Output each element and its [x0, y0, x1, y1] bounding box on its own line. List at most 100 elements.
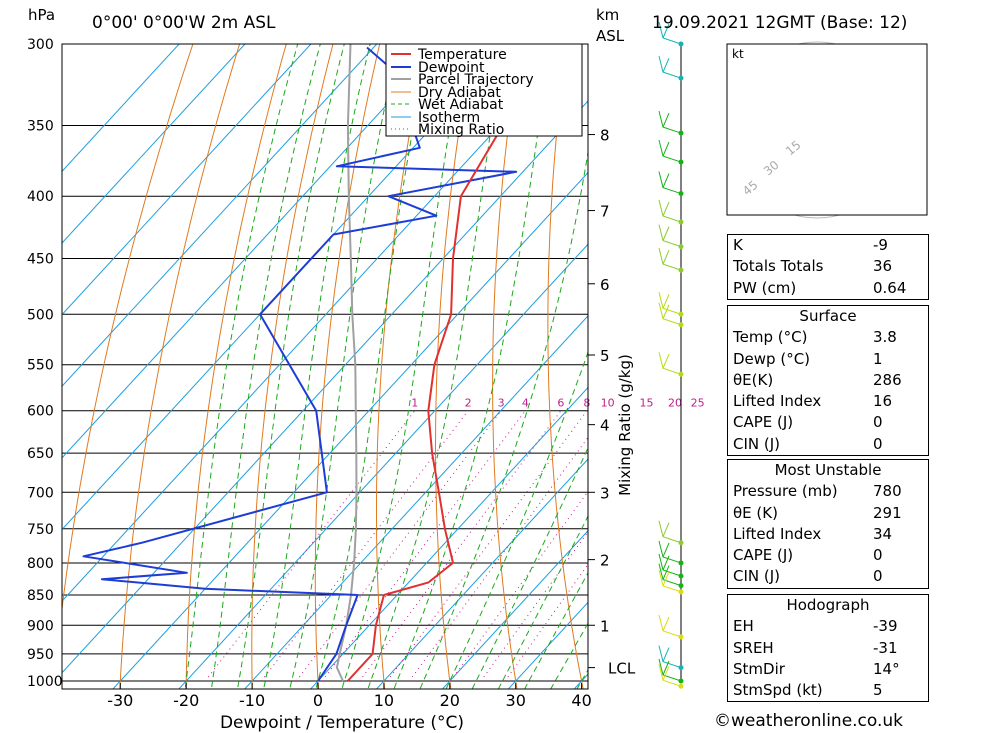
- pressure-label-900: 900: [27, 618, 54, 634]
- hodo-row-sreh: SREH -31: [728, 638, 928, 659]
- wet-adiabat--16: [210, 44, 321, 689]
- wind-barb-14: [658, 563, 682, 587]
- sreh-value: -31: [873, 638, 898, 657]
- eh-value: -39: [873, 617, 898, 636]
- hodo-row-stmdir: StmDir 14°: [728, 659, 928, 680]
- mixing-ratio-line-2: [261, 410, 469, 682]
- mu-row-li: Lifted Index 34: [728, 524, 928, 545]
- x-tick-label-0: 0: [313, 691, 323, 710]
- mixing-ratio-label-4: 4: [522, 397, 529, 410]
- dry-adiabat-130: [984, 8, 1000, 707]
- pressure-label-450: 450: [27, 252, 54, 268]
- wet-adiabat-8: [367, 44, 506, 689]
- hpa-unit-label: hPa: [28, 6, 55, 24]
- wind-barb-0: [658, 21, 682, 45]
- wet-adiabat--8: [263, 44, 371, 689]
- surface-thetae-value: 286: [873, 370, 902, 389]
- mixing-ratio-label-2: 2: [465, 397, 472, 410]
- x-tick-label--20: -20: [173, 691, 199, 710]
- stmdir-value: 14°: [873, 659, 900, 678]
- wind-barb-18: [658, 658, 682, 682]
- wind-barb-8: [658, 292, 682, 315]
- mixing-ratio-line-10: [408, 436, 588, 682]
- stmspd-value: 5: [873, 681, 883, 700]
- km-label-1: 1: [600, 617, 610, 635]
- isotherm--110: [62, 44, 180, 173]
- dry-adiabat-10: [376, 44, 427, 689]
- surface-cape-label: CAPE (J): [733, 413, 794, 432]
- parcel-trajectory-line: [335, 44, 358, 682]
- pressure-label-400: 400: [27, 189, 54, 205]
- wind-barb-7: [658, 248, 682, 271]
- isotherm--20: [178, 243, 588, 689]
- wet-adiabat-20: [445, 350, 588, 689]
- wind-barb-9: [658, 302, 682, 326]
- isotherm--80: [62, 44, 378, 387]
- k-index-label: K: [733, 236, 743, 254]
- isotherm--70: [62, 44, 444, 459]
- mixing-ratio-line-6: [359, 410, 562, 682]
- surface-row-li: Lifted Index 16: [728, 391, 928, 412]
- pressure-label-800: 800: [27, 556, 54, 572]
- legend-isotherm: Isotherm: [418, 110, 480, 126]
- isotherm--90: [62, 44, 312, 316]
- mu-li-label: Lifted Index: [733, 524, 822, 543]
- surface-temp-value: 3.8: [873, 328, 897, 347]
- x-tick-label-30: 30: [506, 691, 526, 710]
- surface-temp-label: Temp (°C): [733, 328, 808, 347]
- surface-row-thetae: θE(K) 286: [728, 370, 928, 391]
- k-index-value: -9: [873, 236, 888, 254]
- km-unit-label: km: [596, 6, 619, 24]
- mixing-ratio-line-3: [295, 410, 502, 682]
- dry-adiabat-40: [547, 44, 584, 689]
- mixing-ratio-line-1: [204, 410, 416, 682]
- wet-adiabat--12: [237, 44, 345, 689]
- legend-parcel: Parcel Trajectory: [418, 72, 534, 88]
- most-unstable-title: Most Unstable: [774, 461, 882, 479]
- most-unstable-table: Most Unstable Pressure (mb) 780 θE (K) 291…: [727, 459, 929, 589]
- wind-barb-12: [658, 540, 682, 564]
- footer-credit: ©weatheronline.co.uk: [714, 711, 904, 731]
- km-label-7: 7: [600, 203, 610, 221]
- wind-barb-1: [658, 56, 682, 79]
- km-label-2: 2: [600, 552, 610, 570]
- mixing-ratio-label-8: 8: [583, 397, 590, 410]
- wind-barb-4: [658, 171, 682, 195]
- wind-barb-15: [658, 569, 682, 593]
- surface-row-temp: Temp (°C) 3.8: [728, 327, 928, 348]
- mixing-ratio-label-1: 1: [411, 397, 418, 410]
- date-label: 19.09.2021 12GMT (Base: 12): [652, 13, 907, 33]
- dry-adiabat--20: [185, 44, 287, 689]
- mixing-ratio-axis-title: Mixing Ratio (g/kg): [616, 354, 634, 496]
- dry-adiabat-60: [653, 8, 720, 707]
- mixing-ratio-label-6: 6: [557, 397, 564, 410]
- isotherm--30: [112, 171, 588, 689]
- pressure-label-850: 850: [27, 588, 54, 604]
- hodograph-table: Hodograph EH -39 SREH -31 StmDir 14° StmSpd…: [727, 594, 929, 703]
- surface-row-cin: CIN (J) 0: [728, 434, 928, 455]
- mixing-ratio-label-15: 15: [640, 397, 654, 410]
- surface-li-value: 16: [873, 392, 893, 411]
- legend: Temperature Dewpoint Parcel Trajectory D…: [385, 43, 583, 138]
- mixing-ratio-label-3: 3: [498, 397, 505, 410]
- wet-adiabat-16: [419, 149, 588, 689]
- km-label-3: 3: [600, 484, 610, 502]
- surface-cape-value: 0: [873, 413, 883, 432]
- pw-value: 0.64: [873, 278, 907, 297]
- isotherm--10: [244, 315, 588, 689]
- wind-barb-5: [658, 199, 682, 223]
- pressure-label-750: 750: [27, 522, 54, 538]
- mu-li-value: 34: [873, 524, 893, 543]
- pressure-label-650: 650: [27, 446, 54, 462]
- wind-barb-3: [658, 139, 682, 163]
- legend-temperature: Temperature: [417, 47, 507, 63]
- surface-row-cape: CAPE (J) 0: [728, 412, 928, 433]
- surface-cin-value: 0: [873, 434, 883, 453]
- location-label: 0°00' 0°00'W 2m ASL: [92, 13, 276, 33]
- lcl-label: LCL: [608, 660, 636, 678]
- wet-adiabat-12: [393, 44, 552, 689]
- surface-dewp-label: Dewp (°C): [733, 349, 811, 368]
- x-tick-label--10: -10: [239, 691, 265, 710]
- mixing-ratio-line-8: [386, 410, 588, 682]
